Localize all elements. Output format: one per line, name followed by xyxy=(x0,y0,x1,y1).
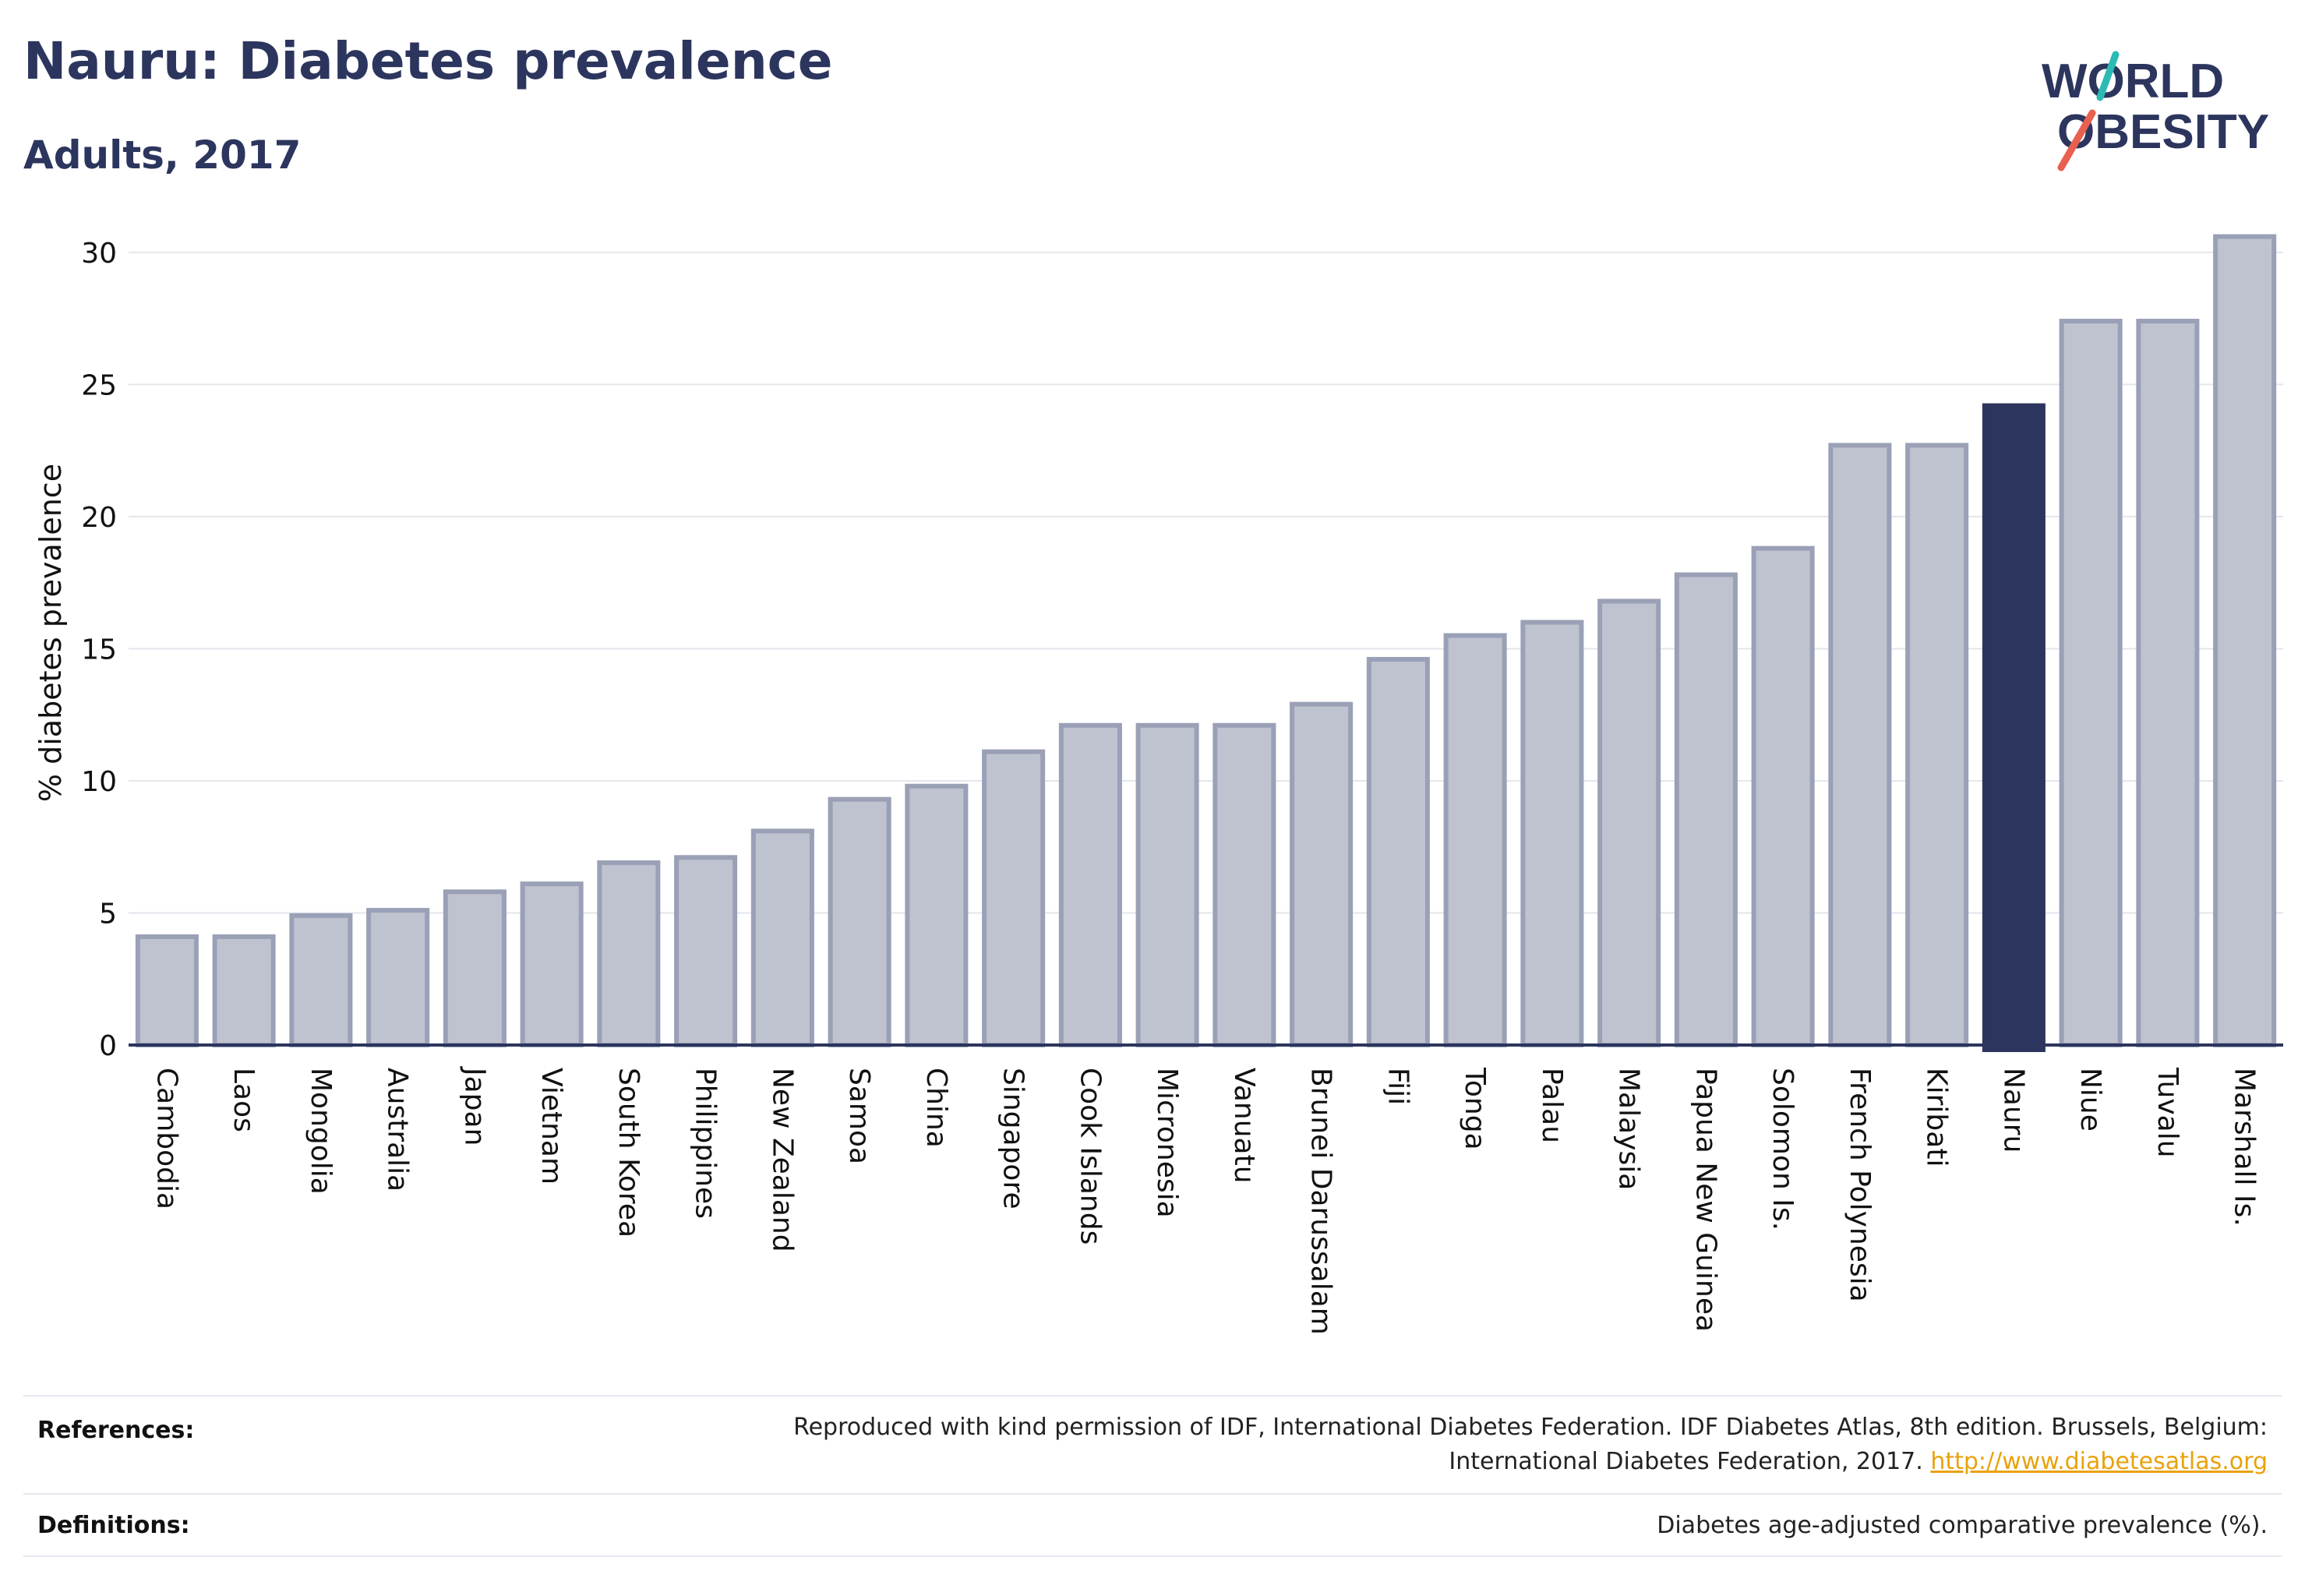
x-tick-label: Palau xyxy=(1536,1068,1568,1143)
x-tick-label: Tonga xyxy=(1459,1067,1491,1150)
bar-palau xyxy=(1520,620,1584,1047)
y-tick-label: 5 xyxy=(99,898,117,930)
bar-brunei-darussalam xyxy=(1290,701,1354,1047)
logo-slash-teal xyxy=(2096,51,2120,101)
y-tick-label: 25 xyxy=(81,369,117,401)
bar-marshall-is xyxy=(2213,234,2277,1047)
x-tick-label: Papua New Guinea xyxy=(1689,1068,1721,1332)
x-tick-label: Micronesia xyxy=(1151,1068,1183,1218)
footer-divider-top xyxy=(23,1395,2282,1396)
x-tick-label: French Polynesia xyxy=(1844,1068,1876,1302)
references-text: Reproduced with kind permission of IDF, … xyxy=(793,1411,2268,1479)
bar-niue xyxy=(2059,319,2123,1047)
world-obesity-logo: WORLD OBESITY xyxy=(2042,51,2269,171)
references-section: References: Reproduced with kind permiss… xyxy=(23,1395,2282,1493)
x-tick-label: Cook Islands xyxy=(1074,1068,1106,1245)
y-tick-label: 0 xyxy=(99,1030,117,1062)
x-tick-label: Laos xyxy=(228,1068,259,1132)
bar-french-polynesia xyxy=(1828,443,1892,1047)
bar-vanuatu xyxy=(1213,722,1276,1048)
x-tick-label: Japan xyxy=(458,1066,490,1146)
bar-samoa xyxy=(828,796,891,1047)
bar-vietnam xyxy=(520,881,584,1047)
y-tick-label: 10 xyxy=(81,766,117,798)
x-tick-label: Vietnam xyxy=(535,1068,567,1185)
x-tick-label: Niue xyxy=(2074,1068,2106,1132)
bars-layer xyxy=(135,234,2277,1052)
y-tick-label: 30 xyxy=(81,238,117,270)
references-line-2-text: International Diabetes Federation, 2017. xyxy=(1449,1448,1931,1475)
references-label: References: xyxy=(37,1417,195,1444)
references-line-2: International Diabetes Federation, 2017.… xyxy=(793,1445,2268,1479)
x-tick-label: Philippines xyxy=(690,1068,722,1219)
x-tick-label: Mongolia xyxy=(305,1068,337,1195)
bar-cook-islands xyxy=(1058,722,1122,1048)
bar-singapore xyxy=(982,749,1046,1047)
bar-nauru xyxy=(1982,403,2046,1052)
x-tick-labels: Cambodia Laos Mongolia Australia Japan Vietna… xyxy=(150,1066,2260,1335)
bar-micronesia xyxy=(1135,722,1199,1048)
y-axis-label: % diabetes prevalence xyxy=(34,464,68,802)
definitions-label: Definitions: xyxy=(37,1512,190,1539)
x-tick-label: Malaysia xyxy=(1613,1068,1645,1190)
chart-title: Nauru: Diabetes prevalence xyxy=(23,31,833,91)
bar-malaysia xyxy=(1597,598,1661,1047)
chart-subtitle: Adults, 2017 xyxy=(23,132,302,178)
bar-philippines xyxy=(674,855,738,1048)
x-tick-label: Solomon Is. xyxy=(1767,1068,1798,1231)
x-tick-label: Nauru xyxy=(1997,1068,2029,1153)
bar-new-zealand xyxy=(750,828,814,1048)
bar-south-korea xyxy=(597,860,661,1047)
references-line-1: Reproduced with kind permission of IDF, … xyxy=(793,1414,2268,1441)
y-tick-label: 15 xyxy=(81,634,117,666)
y-tick-labels: 0 5 10 15 20 25 30 xyxy=(81,238,117,1062)
footer-divider-bottom xyxy=(23,1555,2282,1557)
footer-divider-mid xyxy=(23,1493,2282,1495)
bar-china xyxy=(905,783,969,1048)
definitions-text: Diabetes age-adjusted comparative preval… xyxy=(1657,1512,2268,1539)
x-tick-label: Vanuatu xyxy=(1228,1068,1260,1184)
diabetes-atlas-link[interactable]: http://www.diabetesatlas.org xyxy=(1930,1448,2268,1475)
bar-tuvalu xyxy=(2136,319,2200,1047)
y-tick-label: 20 xyxy=(81,502,117,534)
x-tick-label: South Korea xyxy=(612,1068,644,1238)
x-tick-label: Singapore xyxy=(997,1068,1029,1209)
bar-tonga xyxy=(1443,633,1507,1047)
bar-japan xyxy=(443,889,507,1048)
bar-cambodia xyxy=(135,934,199,1048)
logo-slash-red xyxy=(2057,109,2096,171)
bar-papua-new-guinea xyxy=(1674,572,1738,1047)
x-tick-label: Australia xyxy=(382,1068,414,1192)
bar-australia xyxy=(366,908,430,1047)
x-tick-label: New Zealand xyxy=(766,1068,798,1252)
x-tick-label: Tuvalu xyxy=(2151,1067,2183,1158)
bar-mongolia xyxy=(289,913,353,1047)
bar-laos xyxy=(212,934,276,1048)
bar-kiribati xyxy=(1905,443,1969,1047)
bar-chart: 0 5 10 15 20 25 30 Cambodia Laos Mongolia Austral… xyxy=(34,234,2283,1335)
x-tick-label: Kiribati xyxy=(1921,1068,1953,1167)
definitions-section: Definitions: Diabetes age-adjusted compa… xyxy=(23,1493,2282,1555)
x-tick-label: Brunei Darussalam xyxy=(1305,1068,1337,1335)
x-tick-label: Samoa xyxy=(843,1068,875,1164)
x-tick-label: Fiji xyxy=(1382,1068,1414,1105)
x-tick-label: Marshall Is. xyxy=(2229,1068,2261,1227)
x-tick-label: Cambodia xyxy=(150,1068,182,1209)
x-tick-label: China xyxy=(920,1068,952,1148)
logo-word-world: WORLD xyxy=(2042,55,2224,108)
bar-solomon-is xyxy=(1751,546,1815,1047)
bar-fiji xyxy=(1366,657,1430,1047)
